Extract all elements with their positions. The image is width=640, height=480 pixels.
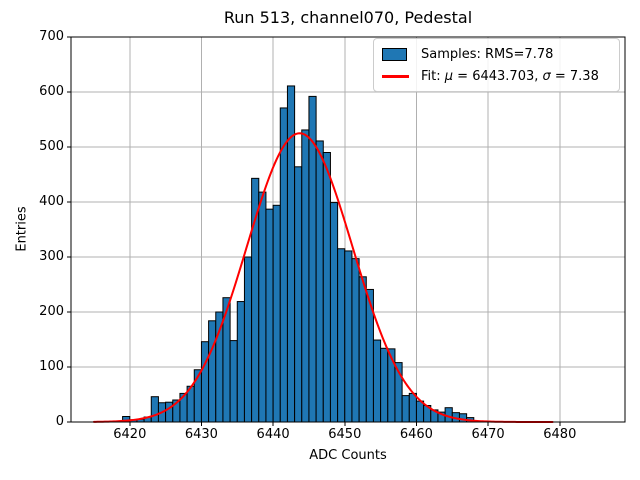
fit-curve: [92, 132, 554, 423]
y-tick-label: 200: [39, 304, 64, 319]
histogram-bar: [279, 107, 288, 423]
histogram-bar: [372, 339, 382, 423]
histogram-bar: [401, 395, 410, 423]
histogram-bar: [272, 204, 281, 423]
y-tick-label: 600: [39, 84, 64, 99]
histogram-bar: [150, 396, 159, 423]
histogram-bar: [358, 276, 367, 423]
x-tick-label: 6420: [113, 427, 147, 442]
legend-samples-label: Samples: RMS=7.78: [421, 46, 554, 62]
x-tick-label: 6460: [399, 427, 433, 442]
histogram-bar: [229, 340, 238, 423]
histogram-bar: [258, 191, 267, 423]
histogram-bar: [337, 248, 346, 423]
x-tick-label: 6480: [543, 427, 577, 442]
histogram-bar: [294, 166, 303, 423]
histogram-bar: [408, 392, 417, 423]
legend-entry-samples: Samples: RMS=7.78: [382, 47, 611, 62]
chart-title: Run 513, channel070, Pedestal: [223, 8, 473, 27]
legend-entry-fit: Fit: μ = 6443.703, σ = 7.38: [382, 69, 611, 84]
histogram-swatch-icon: [382, 47, 407, 61]
y-tick-label: 0: [55, 414, 64, 429]
histogram-bar: [208, 320, 217, 423]
y-tick-label: 500: [39, 139, 64, 154]
histogram-bar: [315, 140, 324, 423]
histogram-bar: [301, 129, 310, 423]
x-axis-label: ADC Counts: [309, 448, 387, 463]
axes-spines: [70, 36, 626, 423]
histogram-bar: [251, 177, 260, 423]
y-tick-label: 400: [39, 194, 64, 209]
fit-line-swatch-icon: [382, 74, 409, 78]
histogram-bar: [344, 250, 353, 423]
histogram-bar: [165, 401, 174, 423]
histogram-bar: [265, 208, 274, 423]
histogram-bar: [351, 258, 360, 423]
y-tick-label: 100: [39, 359, 64, 374]
histogram-bar: [380, 347, 389, 423]
sigma-symbol: σ: [542, 68, 551, 84]
histogram-bar: [243, 256, 253, 423]
y-tick-label: 700: [39, 29, 64, 44]
histogram-bar: [322, 152, 331, 423]
mu-symbol: μ: [444, 68, 454, 84]
y-tick-label: 300: [39, 249, 64, 264]
x-tick-label: 6440: [256, 427, 290, 442]
legend: Samples: RMS=7.78 Fit: μ = 6443.703, σ =…: [373, 38, 620, 92]
histogram-bar: [200, 341, 210, 423]
histogram-bar: [329, 202, 339, 423]
histogram-bar: [236, 301, 245, 423]
x-tick-label: 6430: [184, 427, 218, 442]
histogram-bar: [415, 400, 425, 423]
x-tick-label: 6450: [328, 427, 362, 442]
legend-fit-label: Fit: μ = 6443.703, σ = 7.38: [421, 68, 599, 84]
x-tick-label: 6470: [471, 427, 505, 442]
